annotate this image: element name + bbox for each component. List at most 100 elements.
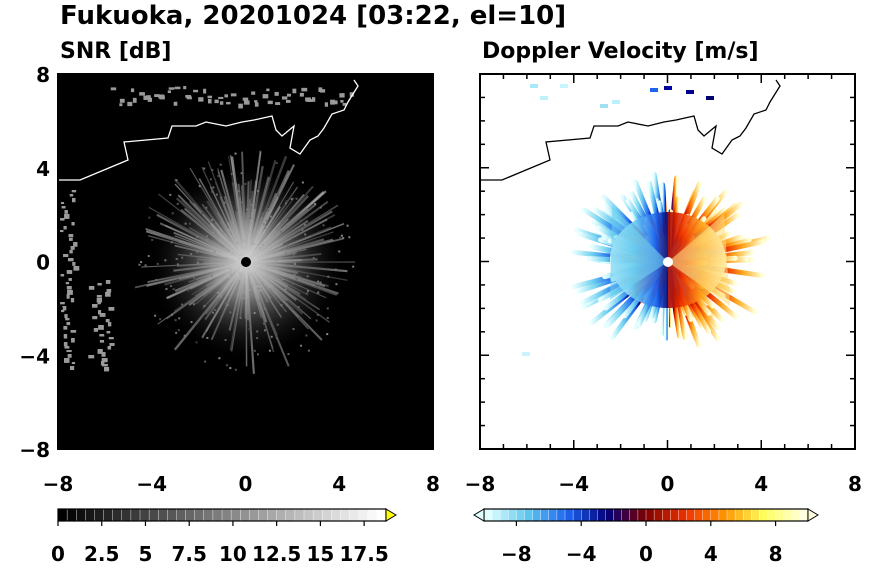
colorbar-tick-label: 0 bbox=[639, 542, 653, 566]
colorbar-cell bbox=[376, 508, 387, 522]
colorbar-cell bbox=[799, 508, 809, 522]
snr-clutter-cell bbox=[207, 95, 213, 99]
snr-clutter-cell bbox=[63, 334, 68, 339]
snr-clutter-cell bbox=[339, 93, 345, 98]
snr-clutter-cell bbox=[108, 307, 115, 311]
snr-clutter-cell bbox=[96, 298, 103, 303]
colorbar-cell bbox=[653, 508, 663, 522]
snr-clutter-cell bbox=[63, 358, 70, 363]
snr-clutter-cell bbox=[119, 98, 125, 103]
snr-clutter-cell bbox=[104, 367, 110, 372]
colorbar-cell bbox=[597, 508, 607, 522]
colorbar-cell bbox=[759, 508, 769, 522]
colorbar-cell bbox=[548, 508, 558, 522]
snr-radar-site bbox=[241, 257, 251, 267]
snr-clutter-cell bbox=[101, 352, 106, 357]
snr-speck bbox=[140, 261, 143, 264]
figure-title: Fukuoka, 20201024 [03:22, el=10] bbox=[60, 1, 566, 31]
doppler-speck bbox=[522, 352, 530, 356]
snr-clutter-cell bbox=[60, 218, 65, 221]
snr-clutter-cell bbox=[99, 340, 105, 343]
colorbar-cell bbox=[240, 508, 250, 522]
snr-speck bbox=[138, 263, 141, 266]
snr-clutter-cell bbox=[71, 190, 77, 193]
snr-clutter-cell bbox=[69, 238, 73, 241]
snr-clutter-cell bbox=[324, 102, 328, 107]
snr-speck bbox=[151, 238, 154, 241]
colorbar-cell bbox=[112, 508, 123, 522]
doppler-speck bbox=[600, 104, 608, 108]
x-tick-label: 8 bbox=[426, 472, 440, 496]
snr-clutter-cell bbox=[97, 349, 103, 354]
colorbar-tick-label: −8 bbox=[501, 542, 532, 566]
snr-clutter-cell bbox=[107, 346, 112, 350]
snr-clutter-cell bbox=[262, 94, 269, 99]
snr-clutter-cell bbox=[267, 100, 273, 105]
colorbar-cell bbox=[76, 508, 86, 522]
snr-speck bbox=[300, 344, 303, 347]
snr-colorbar: 0 2.5 5 7.5 10 12.5 15 17.5 bbox=[51, 508, 397, 566]
colorbar-cell bbox=[103, 508, 114, 522]
snr-clutter-cell bbox=[71, 362, 76, 365]
snr-clutter-cell bbox=[238, 103, 243, 109]
snr-clutter-cell bbox=[93, 328, 99, 332]
colorbar-cell bbox=[340, 508, 351, 522]
snr-clutter-cell bbox=[99, 334, 105, 337]
colorbar-cell bbox=[751, 508, 760, 522]
snr-clutter-cell bbox=[63, 226, 67, 230]
snr-clutter-cell bbox=[110, 87, 117, 91]
snr-speck bbox=[346, 224, 349, 227]
doppler-panel-title: Doppler Velocity [m/s] bbox=[482, 39, 759, 64]
colorbar-cell bbox=[312, 508, 323, 522]
x-tick-label: 0 bbox=[661, 472, 675, 496]
snr-clutter-cell bbox=[66, 350, 72, 353]
x-tick-label: 4 bbox=[754, 472, 768, 496]
snr-clutter-cell bbox=[203, 88, 207, 94]
snr-clutter-cell bbox=[226, 101, 231, 105]
snr-clutter-cell bbox=[66, 294, 70, 299]
colorbar-cell bbox=[589, 508, 598, 522]
colorbar-cell bbox=[726, 508, 736, 522]
colorbar-cell bbox=[57, 508, 68, 522]
snr-clutter-cell bbox=[186, 96, 192, 100]
snr-clutter-cell bbox=[60, 230, 64, 233]
snr-clutter-cell bbox=[60, 302, 65, 305]
snr-clutter-cell bbox=[67, 354, 72, 358]
doppler-speck bbox=[650, 88, 658, 92]
snr-clutter-cell bbox=[63, 342, 68, 347]
snr-clutter-cell bbox=[70, 330, 77, 333]
colorbar-tick-label: 4 bbox=[704, 542, 718, 566]
snr-speck bbox=[326, 333, 329, 336]
colorbar-cell bbox=[491, 508, 501, 522]
snr-coastline bbox=[58, 79, 359, 181]
colorbar-cell bbox=[767, 508, 777, 522]
colorbar-cell bbox=[734, 508, 744, 522]
y-tick-label: −4 bbox=[19, 344, 50, 368]
snr-clutter-cell bbox=[311, 97, 316, 102]
snr-clutter-cell bbox=[69, 366, 75, 371]
snr-clutter-cell bbox=[66, 270, 73, 274]
snr-clutter-cell bbox=[64, 210, 68, 214]
y-tick-label: 4 bbox=[36, 157, 50, 181]
x-tick-label: 0 bbox=[239, 472, 253, 496]
colorbar-extend-max bbox=[807, 508, 819, 522]
colorbar-cell bbox=[605, 508, 615, 522]
colorbar-cell bbox=[139, 508, 150, 522]
snr-clutter-cell bbox=[64, 314, 68, 319]
snr-clutter-cell bbox=[65, 318, 70, 321]
snr-clutter-cell bbox=[275, 102, 281, 106]
snr-clutter-cell bbox=[64, 214, 70, 219]
snr-clutter-cell bbox=[254, 102, 259, 107]
doppler-colorbar: −8 −4 0 4 8 bbox=[473, 508, 819, 566]
snr-clutter-cell bbox=[167, 90, 171, 94]
snr-clutter-cell bbox=[266, 88, 270, 92]
y-tick-label: 0 bbox=[36, 251, 50, 275]
snr-clutter-cell bbox=[183, 86, 187, 90]
colorbar-cell bbox=[203, 508, 214, 522]
snr-clutter-cell bbox=[146, 95, 151, 100]
colorbar-cell bbox=[349, 508, 360, 522]
snr-clutter-cell bbox=[230, 93, 237, 97]
colorbar-cell bbox=[508, 508, 517, 522]
snr-clutter-cell bbox=[349, 92, 354, 97]
